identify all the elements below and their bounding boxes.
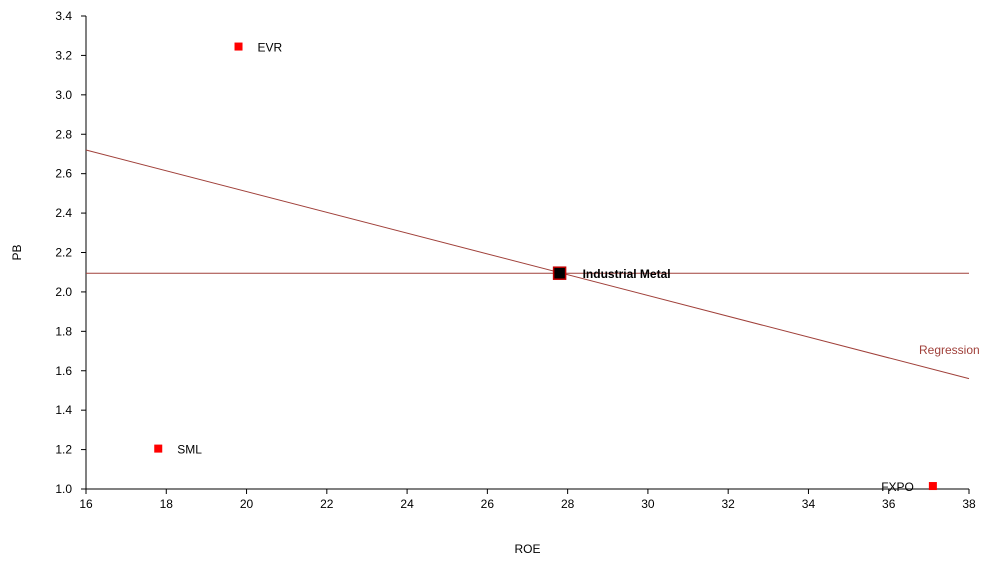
regression-label: Regression <box>919 343 980 357</box>
x-tick-label: 26 <box>481 497 495 511</box>
x-tick-label: 36 <box>882 497 896 511</box>
y-tick-label: 1.0 <box>55 482 72 496</box>
regression-line <box>85 149 970 380</box>
y-tick-label: 1.8 <box>55 324 72 338</box>
point-label: Industrial Metal <box>583 267 671 281</box>
y-tick-label: 3.0 <box>55 88 72 102</box>
point-label: EVR <box>258 41 283 55</box>
y-tick-label: 2.8 <box>55 127 72 141</box>
x-tick-label: 34 <box>802 497 816 511</box>
y-tick-label: 1.2 <box>55 443 72 457</box>
reference-lines: Regression <box>85 149 980 380</box>
y-tick-label: 2.4 <box>55 206 72 220</box>
y-tick-label: 1.6 <box>55 364 72 378</box>
x-axis-title: ROE <box>514 542 540 556</box>
x-tick-label: 32 <box>722 497 736 511</box>
x-tick-label: 30 <box>641 497 655 511</box>
axes: 16 18 20 22 24 26 28 30 32 34 36 38 1.0 1.2 1.4 1.6 1.8 2… <box>55 9 976 511</box>
point-marker-highlight <box>552 266 567 280</box>
x-tick-label: 22 <box>320 497 334 511</box>
point-label: SML <box>177 443 202 457</box>
point-label: FXPO <box>881 480 914 494</box>
y-tick-label: 3.2 <box>55 48 72 62</box>
x-tick-label: 16 <box>79 497 93 511</box>
data-points: EVR SML FXPO Industrial Metal <box>154 41 937 494</box>
x-tick-label: 28 <box>561 497 575 511</box>
y-tick-label: 3.4 <box>55 9 72 23</box>
x-tick-label: 24 <box>400 497 414 511</box>
x-tick-label: 38 <box>962 497 976 511</box>
y-tick-label: 2.0 <box>55 285 72 299</box>
x-tick-label: 20 <box>240 497 254 511</box>
point-marker <box>928 482 937 491</box>
y-tick-label: 2.6 <box>55 167 72 181</box>
point-marker <box>154 444 163 453</box>
x-tick-label: 18 <box>160 497 174 511</box>
y-tick-label: 2.2 <box>55 246 72 260</box>
point-marker <box>234 42 243 51</box>
y-tick-label: 1.4 <box>55 403 72 417</box>
y-axis-title: PB <box>10 244 24 260</box>
